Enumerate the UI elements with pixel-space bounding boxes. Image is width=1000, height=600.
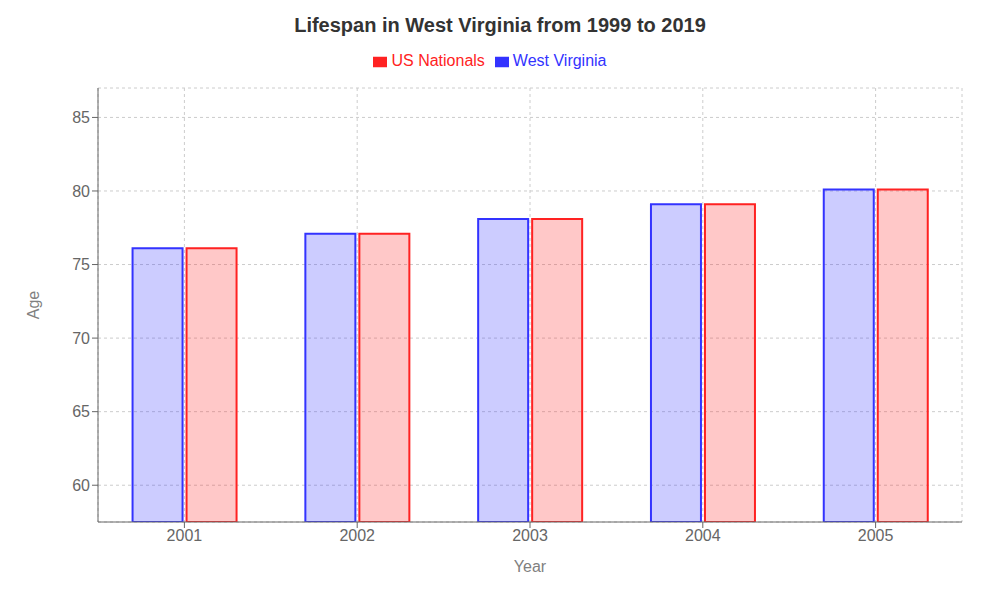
- svg-text:75: 75: [72, 256, 90, 273]
- svg-text:70: 70: [72, 330, 90, 347]
- html-text:West Virginia: West Virginia: [512, 52, 607, 69]
- svg-text:2003: 2003: [512, 527, 548, 544]
- svg-text:85: 85: [72, 109, 90, 126]
- svg-text:2004: 2004: [685, 527, 721, 544]
- svg-text:65: 65: [72, 403, 90, 420]
- html-text:US Nationals: US Nationals: [391, 52, 485, 69]
- svg-text:2001: 2001: [167, 527, 203, 544]
- html-text:Lifespan in West Virginia from: Lifespan in West Virginia from 1999 to 2…: [294, 14, 706, 36]
- svg-text:80: 80: [72, 183, 90, 200]
- svg-text:Age: Age: [25, 291, 42, 320]
- svg-text:60: 60: [72, 477, 90, 494]
- svg-text:Year: Year: [514, 558, 547, 575]
- svg-text:2005: 2005: [858, 527, 894, 544]
- svg-text:2002: 2002: [339, 527, 375, 544]
